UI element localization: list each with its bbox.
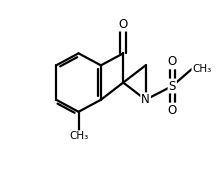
Text: CH₃: CH₃ [69,131,88,141]
Text: S: S [169,79,176,93]
Text: CH₃: CH₃ [192,64,211,74]
Text: N: N [141,93,150,106]
Text: O: O [119,18,128,31]
Text: O: O [168,104,177,117]
Text: O: O [168,55,177,68]
